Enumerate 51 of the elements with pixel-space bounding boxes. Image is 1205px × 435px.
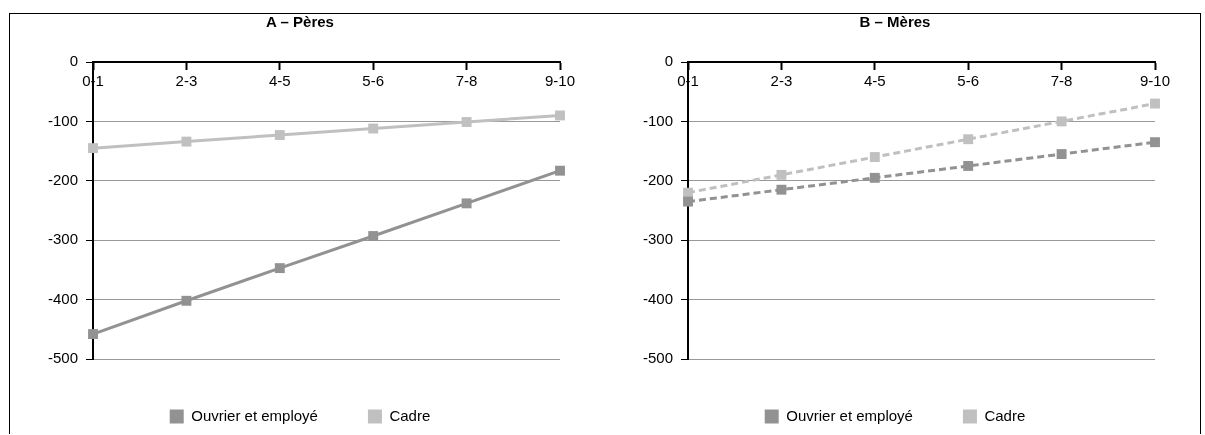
point (1056, 149, 1067, 160)
point (683, 196, 693, 207)
x-tick-label: 2-3 (175, 72, 198, 90)
y-tick-label: -200 (47, 170, 79, 188)
point (181, 295, 192, 306)
y-tick-label: -400 (642, 289, 674, 307)
point (555, 165, 565, 176)
point (963, 161, 974, 171)
x-tick-label: 5-6 (362, 72, 385, 90)
point (776, 169, 787, 180)
point (368, 231, 379, 241)
chart-title: A – Pères (266, 13, 334, 31)
x-tick-label: 4-5 (863, 72, 886, 90)
point (368, 123, 379, 134)
y-tick-label: -300 (642, 230, 674, 248)
x-tick-label: 9-10 (1139, 72, 1171, 90)
point (274, 130, 285, 141)
point (461, 117, 472, 127)
x-tick-label: 2-3 (770, 72, 793, 90)
x-tick-label: 7-8 (1050, 72, 1073, 90)
legend-label: Cadre (389, 406, 431, 424)
y-tick-label: -500 (642, 349, 674, 367)
legend-label: Ouvrier et employé (786, 406, 913, 424)
y-tick-label: -100 (47, 111, 79, 129)
point (88, 329, 98, 339)
legend-label: Ouvrier et employé (191, 406, 318, 424)
y-tick-label: -400 (47, 289, 79, 307)
point (869, 152, 880, 162)
chart-title: B – Mères (859, 13, 931, 31)
point (1056, 116, 1067, 127)
point (555, 110, 565, 121)
x-tick-label: 7-8 (455, 72, 478, 90)
y-tick-label: -100 (642, 111, 674, 129)
point (274, 263, 285, 274)
point (181, 136, 192, 147)
y-tick-label: 0 (664, 52, 674, 70)
point (88, 143, 98, 154)
point (963, 134, 974, 145)
point (1150, 137, 1160, 148)
point (776, 184, 787, 195)
y-tick-label: 0 (69, 52, 79, 70)
point (869, 172, 880, 183)
x-tick-label: 9-10 (544, 72, 576, 90)
point (1150, 98, 1160, 109)
y-tick-label: -300 (47, 230, 79, 248)
point (461, 198, 472, 209)
y-tick-label: -500 (47, 349, 79, 367)
x-tick-label: 5-6 (957, 72, 980, 90)
x-tick-label: 4-5 (268, 72, 291, 90)
legend-label: Cadre (984, 406, 1026, 424)
y-tick-label: -200 (642, 170, 674, 188)
